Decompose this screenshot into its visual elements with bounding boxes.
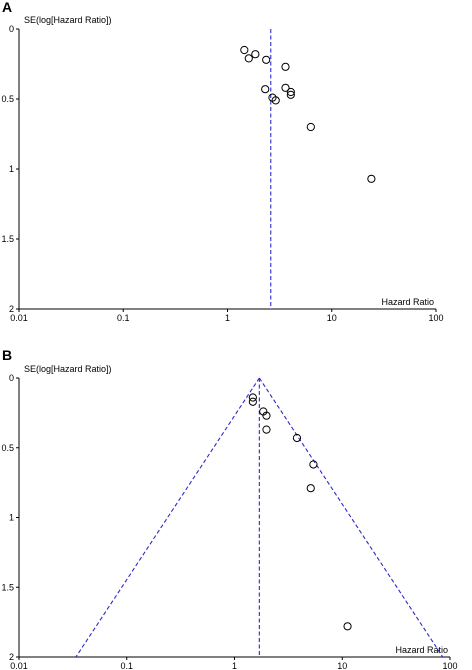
study-point xyxy=(262,55,271,64)
study-point xyxy=(240,45,249,55)
study-point xyxy=(367,174,376,183)
y-tick-label: 1 xyxy=(9,513,14,523)
y-tick-label: 0.5 xyxy=(1,443,14,453)
study-point xyxy=(244,54,253,63)
y-tick-label: 2 xyxy=(9,304,14,314)
study-point xyxy=(281,83,290,92)
funnel-right-line xyxy=(258,377,444,658)
study-point xyxy=(262,411,271,420)
x-tick-label: 100 xyxy=(442,661,457,670)
x-tick-label: 1 xyxy=(232,661,237,670)
x-tick-label: 10 xyxy=(327,313,337,323)
study-point xyxy=(262,425,271,434)
y-tick-label: 0.5 xyxy=(1,94,14,104)
study-point xyxy=(261,85,270,94)
y-tick-label: 2 xyxy=(9,652,14,662)
y-axis-title: SE(log[Hazard Ratio]) xyxy=(24,364,112,374)
y-tick-label: 0 xyxy=(9,373,14,383)
x-tick-label: 10 xyxy=(337,661,347,670)
study-point xyxy=(248,397,257,406)
funnel-panel-b: B 0 0.5 1 1.5 20.01 0.1 1 10 100 SE(log[Hazard Rat… xyxy=(1,347,457,670)
x-tick-label: 0.01 xyxy=(10,313,28,323)
y-axis-title: SE(log[Hazard Ratio]) xyxy=(24,15,112,25)
x-tick-label: 0.1 xyxy=(120,661,133,670)
study-point xyxy=(306,122,315,132)
study-point xyxy=(309,460,318,469)
study-point xyxy=(292,433,302,443)
x-axis-title: Hazard Ratio xyxy=(395,645,448,655)
study-point xyxy=(248,393,257,402)
study-point xyxy=(306,484,315,493)
y-tick-label: 1.5 xyxy=(1,582,14,592)
x-tick-label: 1 xyxy=(225,313,230,323)
study-point xyxy=(271,96,280,105)
funnel-left-line xyxy=(75,377,260,658)
funnel-panel-a: A 0 0.5 1 1.5 20.01 0.1 1 10 100 SE(log[Hazard Rat… xyxy=(1,0,443,323)
study-point xyxy=(251,50,260,59)
study-point xyxy=(343,622,352,631)
x-tick-label: 0.1 xyxy=(117,313,130,323)
study-point xyxy=(281,62,290,71)
panel-label: A xyxy=(2,0,12,15)
study-point xyxy=(286,90,295,99)
x-axis-title: Hazard Ratio xyxy=(381,297,434,307)
x-tick-label: 0.01 xyxy=(10,661,28,670)
y-tick-label: 1 xyxy=(9,164,14,174)
y-tick-label: 0 xyxy=(9,24,14,34)
panel-label: B xyxy=(2,347,12,363)
y-tick-label: 1.5 xyxy=(1,234,14,244)
x-tick-label: 100 xyxy=(428,313,443,323)
study-point xyxy=(286,87,295,97)
